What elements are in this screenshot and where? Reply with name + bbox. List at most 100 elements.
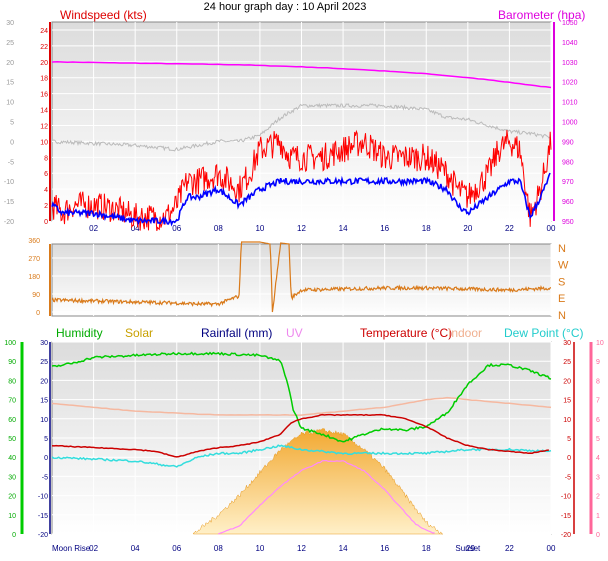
temp-tick-label: 25 [563,359,571,366]
legend-temperature: Temperature (°C) [360,326,452,340]
rain-tick-label: 15 [40,398,48,405]
x-tick-label: 12 [297,544,306,553]
direction-tick-label: 180 [28,274,40,281]
humidity-tick-label: 10 [8,513,16,520]
baro-tick-label: 1010 [562,100,578,107]
humidity-line [51,351,552,443]
baro-tick-label: 950 [562,219,574,226]
x-tick-label: Sunset [455,544,481,553]
temp-tick-label: -20 [561,532,571,539]
temp-tick-label: 10 [563,417,571,424]
uv-tick-label: 3 [596,474,600,481]
temp-tick-label: 0 [10,139,14,146]
x-tick-label: 18 [422,224,431,233]
direction-tick-label: 90 [32,292,40,299]
temp-tick-label: 30 [563,340,571,347]
wind-tick-label: 10 [40,139,48,146]
uv-tick-label: 4 [596,455,600,462]
solar-area [193,428,443,535]
barometer-label: Barometer (hpa) [498,8,585,22]
rain-tick-label: -20 [38,532,48,539]
wind-tick-label: 4 [44,187,48,194]
temp-tick-label: -10 [4,179,14,186]
x-tick-label: 02 [89,224,98,233]
temp-tick-label: 15 [6,80,14,87]
dewpoint-line [51,444,552,468]
graph-title: 24 hour graph day : 10 April 2023 [204,1,367,13]
uv-line [218,459,435,535]
uv-tick-label: 8 [596,378,600,385]
moon-rise-label: Moon Rise [52,544,91,553]
wind-tick-label: 8 [44,155,48,162]
compass-label: E [558,293,565,305]
x-tick-label: 16 [380,224,389,233]
rain-tick-label: -15 [38,513,48,520]
humidity-tick-label: 100 [4,340,16,347]
baro-tick-label: 980 [562,159,574,166]
rain-tick-label: 5 [44,436,48,443]
wind-tick-label: 24 [40,28,48,35]
wind-tick-label: 2 [44,203,48,210]
wind-gust-line [51,129,552,232]
humidity-tick-label: 70 [8,398,16,405]
wind-tick-label: 16 [40,92,48,99]
uv-tick-label: 7 [596,398,600,405]
indoor-line [51,396,552,416]
baro-tick-label: 1040 [562,40,578,47]
x-tick-label: 14 [339,544,348,553]
temp-tick-label: 15 [563,398,571,405]
humidity-tick-label: 90 [8,359,16,366]
x-tick-label: 22 [505,544,514,553]
baro-tick-label: 1000 [562,120,578,127]
windspeed-label: Windspeed (kts) [60,8,147,22]
x-tick-label: 18 [422,544,431,553]
uv-tick-label: 9 [596,359,600,366]
direction-tick-label: 0 [36,310,40,317]
temp-tick-label: 20 [6,60,14,67]
legend-dewpoint: Dew Point (°C) [504,326,583,340]
humidity-tick-label: 80 [8,378,16,385]
legend-humidity: Humidity [56,326,103,340]
x-tick-label: 14 [339,224,348,233]
humidity-tick-label: 30 [8,474,16,481]
compass-label: N [558,310,566,322]
temp-tick-label: 5 [10,120,14,127]
rain-tick-label: 0 [44,455,48,462]
temp-tick-label: 30 [6,20,14,27]
compass-label: S [558,276,565,288]
temp-tick-label: -5 [565,474,571,481]
rain-tick-label: 20 [40,378,48,385]
temp-tick-label: -20 [4,219,14,226]
wind-tick-label: 20 [40,60,48,67]
wind-tick-label: 14 [40,108,48,115]
temp-tick-label: -15 [561,513,571,520]
uv-tick-label: 5 [596,436,600,443]
wind-average-line [51,172,551,227]
temp-tick-label: 0 [567,455,571,462]
direction-tick-label: 360 [28,238,40,245]
temp-tick-label: -5 [8,159,14,166]
x-tick-label: 00 [547,224,556,233]
rain-tick-label: -5 [42,474,48,481]
temp-tick-label: 25 [6,40,14,47]
temp-tick-label: 20 [563,378,571,385]
uv-tick-label: 1 [596,513,600,520]
humidity-tick-label: 40 [8,455,16,462]
wind-tick-label: 0 [44,219,48,226]
rain-tick-label: 25 [40,359,48,366]
legend-rainfall: Rainfall (mm) [201,326,272,340]
rain-tick-label: 30 [40,340,48,347]
compass-label: W [558,260,569,272]
temperature-gray-line [51,102,551,152]
x-tick-label: 22 [505,224,514,233]
direction-tick-label: 270 [28,256,40,263]
baro-tick-label: 970 [562,179,574,186]
baro-tick-label: 960 [562,199,574,206]
wind-tick-label: 6 [44,171,48,178]
x-tick-label: 10 [255,224,264,233]
x-tick-label: 08 [214,224,223,233]
x-tick-label: 12 [297,224,306,233]
x-tick-label: 16 [380,544,389,553]
baro-tick-label: 1030 [562,60,578,67]
